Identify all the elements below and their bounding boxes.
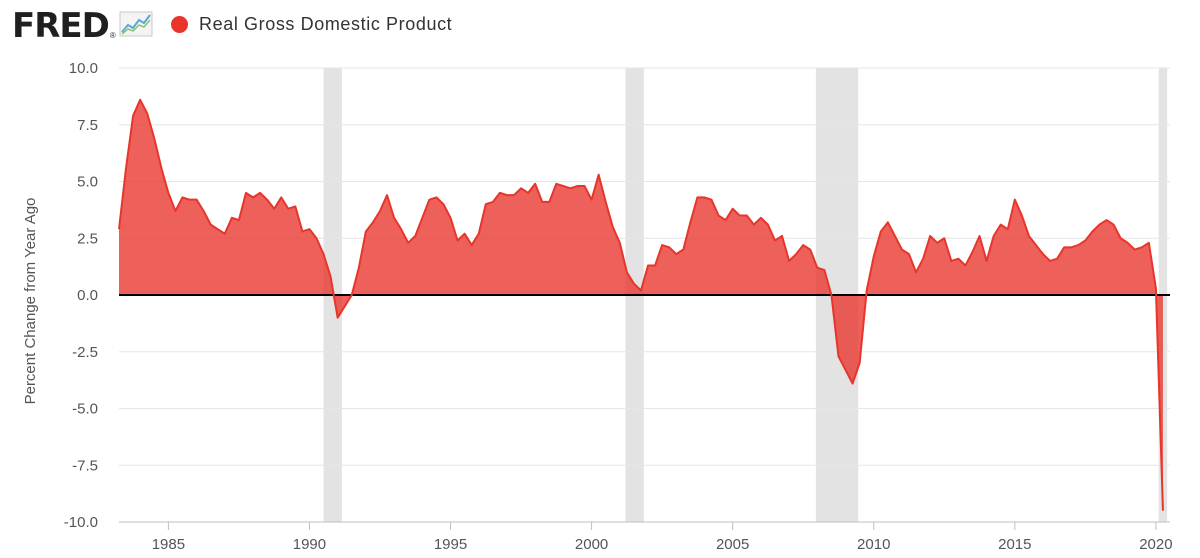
legend-marker <box>171 16 188 33</box>
y-tick-label: -10.0 <box>64 514 98 531</box>
chart-legend[interactable]: Real Gross Domestic Product <box>171 14 452 35</box>
x-tick-label: 2005 <box>716 536 749 553</box>
y-tick-label: 7.5 <box>77 117 98 134</box>
y-tick-label: 10.0 <box>69 60 98 77</box>
x-tick-label: 2010 <box>857 536 890 553</box>
y-axis-label: Percent Change from Year Ago <box>22 198 39 405</box>
chart-header: FRED ® Real Gross Domestic Product <box>0 0 1200 56</box>
y-tick-label: 5.0 <box>77 174 98 191</box>
line-chart-icon <box>119 11 153 42</box>
series-line-path[interactable] <box>118 98 1164 511</box>
x-axis: 1985 1990 1995 2000 2005 2010 2015 2020 <box>119 521 1173 553</box>
registered-mark: ® <box>109 31 116 40</box>
series-line[interactable] <box>118 98 1164 511</box>
y-tick-label: 2.5 <box>77 230 98 247</box>
x-tick-label: 2015 <box>998 536 1031 553</box>
x-tick-label: 2020 <box>1139 536 1172 553</box>
x-tick-label: 2000 <box>575 536 608 553</box>
y-tick-label: -7.5 <box>72 457 98 474</box>
y-tick-labels: 10.0 7.5 5.0 2.5 0.0 -2.5 -5.0 -7.5 -10.0 <box>64 60 98 531</box>
y-tick-label: 0.0 <box>77 287 98 304</box>
fred-logo[interactable]: FRED ® <box>12 8 153 44</box>
x-tick-label: 1995 <box>434 536 467 553</box>
logo-text: FRED <box>12 6 110 46</box>
x-tick-label: 1985 <box>152 536 185 553</box>
legend-label: Real Gross Domestic Product <box>199 14 453 34</box>
x-tick-label: 1990 <box>293 536 326 553</box>
y-tick-label: -2.5 <box>72 344 98 361</box>
y-tick-label: -5.0 <box>72 401 98 418</box>
